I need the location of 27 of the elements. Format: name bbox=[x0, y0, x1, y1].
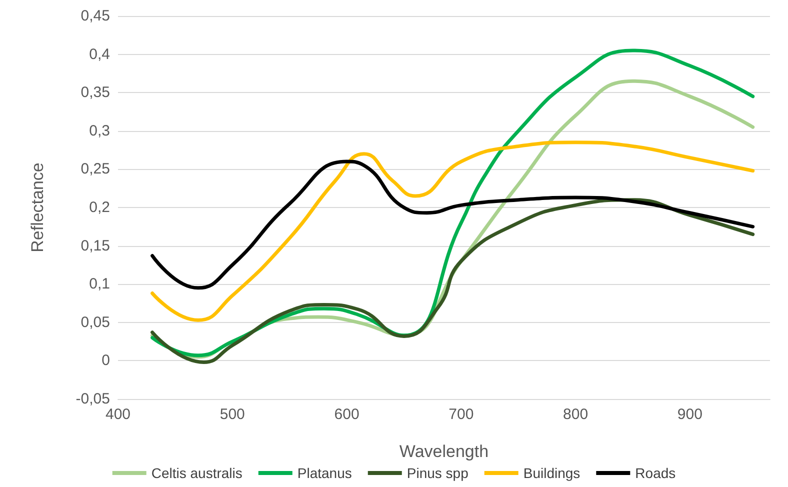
y-axis-title: Reflectance bbox=[28, 162, 47, 252]
y-tick-label: -0,05 bbox=[76, 390, 110, 408]
x-tick-label: 600 bbox=[334, 406, 360, 423]
legend-label: Platanus bbox=[297, 465, 352, 481]
legend-label: Roads bbox=[635, 465, 676, 481]
y-tick-label: 0,25 bbox=[80, 160, 110, 178]
legend-label: Buildings bbox=[523, 465, 580, 481]
legend-label: Pinus spp bbox=[406, 465, 469, 481]
y-tick-label: 0,4 bbox=[89, 46, 110, 63]
y-tick-label: 0,1 bbox=[89, 276, 110, 293]
line-series bbox=[150, 198, 755, 364]
y-tick-label: 0,05 bbox=[80, 314, 110, 331]
x-tick-label: 500 bbox=[220, 406, 245, 423]
y-tick-label: 0,3 bbox=[89, 122, 110, 140]
y-tick-label: 0,45 bbox=[80, 8, 110, 24]
y-tick-label: 0,35 bbox=[80, 84, 110, 102]
line-series bbox=[150, 160, 755, 290]
x-axis-title: Wavelength bbox=[399, 442, 489, 461]
x-tick-label: 400 bbox=[105, 406, 131, 423]
x-tick-label: 800 bbox=[563, 406, 588, 423]
x-tick-label: 700 bbox=[448, 406, 474, 423]
legend-label: Celtis australis bbox=[151, 465, 242, 481]
x-tick-label: 900 bbox=[677, 406, 702, 423]
y-tick-label: 0 bbox=[102, 352, 110, 370]
y-tick-label: 0,2 bbox=[89, 199, 110, 216]
y-tick-label: 0,15 bbox=[80, 237, 110, 254]
line-series bbox=[150, 140, 755, 322]
